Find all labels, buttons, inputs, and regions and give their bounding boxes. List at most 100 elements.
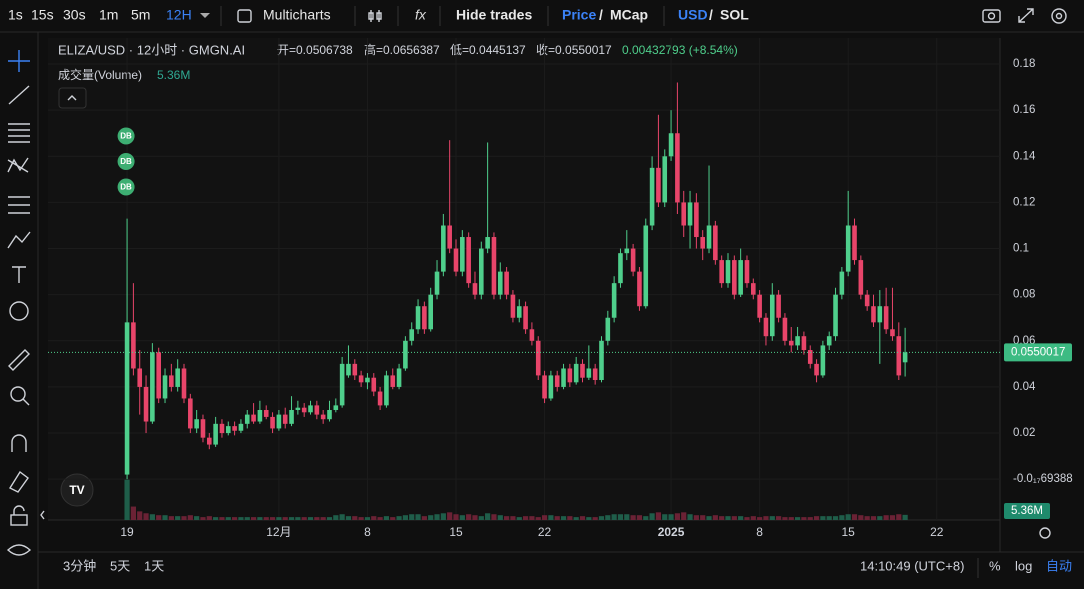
range-button[interactable]: 3分钟 [63, 558, 96, 573]
volume-bar [535, 517, 541, 520]
multicharts-icon[interactable] [237, 9, 252, 23]
candle-body [169, 375, 174, 387]
candle-body [801, 336, 807, 351]
volume-bar [314, 517, 320, 520]
candle-body [213, 423, 218, 445]
y-tick-label: 0.12 [1013, 196, 1035, 208]
sol-toggle[interactable]: SOL [720, 7, 749, 23]
visibility-tool[interactable] [6, 544, 32, 556]
volume-bar [529, 516, 535, 520]
candle-body [150, 352, 155, 422]
volume-bar [276, 517, 282, 520]
mcap-toggle[interactable]: MCap [610, 7, 648, 23]
volume-bar [421, 516, 427, 520]
candle-body [415, 306, 421, 330]
candle-body [871, 306, 876, 323]
candle-body [409, 329, 415, 341]
volume-bar [870, 516, 877, 520]
candle-body [308, 405, 313, 413]
candle-body [580, 363, 585, 378]
volume-bar [320, 517, 326, 520]
multicharts[interactable]: Multicharts [263, 7, 331, 23]
interval[interactable]: 12H [166, 7, 192, 23]
interval[interactable]: 5m [131, 7, 150, 23]
collapse-legend[interactable] [58, 87, 87, 109]
candle-body [219, 423, 225, 434]
candle-body [194, 419, 199, 429]
volume-bar [162, 515, 168, 520]
volume-bar [459, 515, 465, 520]
candle-body [769, 294, 775, 337]
candle-body [795, 336, 800, 346]
volume-bar [788, 517, 794, 520]
range-button[interactable]: 1天 [144, 558, 164, 573]
crosshair-tool[interactable] [8, 50, 30, 72]
usd-toggle[interactable]: USD [678, 7, 708, 23]
hide-trades[interactable]: Hide trades [456, 7, 532, 23]
volume-bar [137, 511, 143, 520]
x-tick-label: 19 [120, 525, 134, 539]
dropdown-icon[interactable] [200, 13, 210, 18]
settings-icon[interactable] [1051, 8, 1067, 24]
interval[interactable]: 1m [99, 7, 118, 23]
volume-bar [794, 517, 801, 520]
zoom-tool[interactable] [10, 386, 26, 402]
candle-body [700, 237, 705, 249]
candle-body [175, 368, 180, 387]
text-tool[interactable] [12, 266, 26, 283]
candle-body [162, 375, 168, 399]
volume-bar [649, 513, 655, 520]
lock-tool[interactable] [10, 514, 28, 526]
candle-body [896, 336, 902, 376]
candle-body [858, 260, 864, 295]
volume-bar [326, 517, 333, 520]
screenshot-icon[interactable] [982, 9, 1001, 23]
fullscreen-icon[interactable] [1018, 8, 1034, 23]
volume-bar [440, 513, 446, 520]
interval[interactable]: 1s [8, 7, 23, 23]
volume-bar [225, 517, 231, 520]
candle-body [377, 391, 383, 406]
brush-tool[interactable] [7, 231, 31, 249]
price-toggle[interactable]: Price [562, 7, 596, 23]
candle-body [365, 377, 370, 383]
projection-tool[interactable] [8, 196, 30, 214]
lock-drawing-tool[interactable] [8, 470, 29, 493]
volume-bar [839, 515, 845, 520]
magnet-tool[interactable] [11, 434, 27, 452]
candle-body [270, 416, 275, 429]
plot [48, 38, 1000, 520]
volume-bar [156, 515, 162, 520]
volume-bar [807, 517, 813, 520]
fib-tool[interactable] [8, 123, 30, 143]
volume-bar [149, 514, 155, 520]
line-tool[interactable] [8, 85, 30, 105]
emoji-tool[interactable] [9, 301, 29, 321]
candle-body [649, 167, 655, 226]
candle-body [390, 375, 396, 387]
auto-toggle[interactable]: 自动 [1046, 558, 1072, 573]
volume-bar [238, 517, 244, 520]
volume-bar [592, 517, 598, 520]
pattern-tool[interactable] [7, 157, 29, 173]
collapse-button[interactable] [40, 510, 45, 520]
candle-body [719, 260, 724, 284]
candle-body [687, 202, 693, 226]
candle-icon[interactable] [368, 10, 382, 22]
candle-body [611, 283, 617, 318]
percent-toggle[interactable]: % [989, 558, 1001, 573]
indicator-icon[interactable]: fx [415, 7, 427, 23]
y-tick-label: -0.0₁₇69388 [1013, 473, 1073, 485]
candle-body [238, 423, 244, 431]
candle-body [453, 248, 459, 272]
interval[interactable]: 15s [31, 7, 54, 23]
volume-bar [598, 516, 605, 520]
range-button[interactable]: 5天 [110, 558, 130, 573]
candle-body [143, 386, 149, 422]
candle-body [188, 398, 193, 429]
candle-body [460, 237, 465, 272]
ruler-tool[interactable] [8, 349, 30, 371]
log-toggle[interactable]: log [1015, 558, 1032, 573]
interval[interactable]: 30s [63, 7, 86, 23]
axis-settings[interactable] [1039, 527, 1051, 539]
